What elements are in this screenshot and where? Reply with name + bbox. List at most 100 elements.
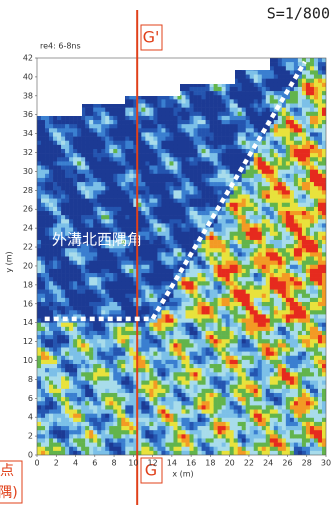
radar-cell (65, 265, 69, 269)
radar-cell (45, 414, 49, 418)
radar-cell (194, 430, 198, 434)
radar-cell (169, 314, 173, 318)
radar-cell (77, 66, 81, 70)
radar-cell (161, 91, 165, 95)
radar-cell (121, 116, 125, 120)
radar-cell (101, 91, 105, 95)
radar-cell (85, 343, 89, 347)
radar-cell (105, 302, 109, 306)
radar-cell (73, 393, 77, 397)
radar-cell (57, 323, 61, 327)
radar-cell (141, 174, 145, 178)
radar-cell (53, 277, 57, 281)
radar-cell (141, 281, 145, 285)
radar-cell (109, 66, 113, 70)
radar-cell (190, 190, 194, 194)
radar-cell (53, 261, 57, 265)
radar-cell (81, 203, 85, 207)
radar-cell (65, 410, 69, 414)
radar-cell (186, 314, 190, 318)
radar-cell (165, 335, 169, 339)
radar-cell (169, 422, 173, 426)
radar-cell (105, 174, 109, 178)
radar-cell (45, 281, 49, 285)
radar-cell (186, 385, 190, 389)
radar-cell (101, 397, 105, 401)
radar-cell (157, 112, 161, 116)
radar-cell (101, 79, 105, 83)
radar-cell (109, 376, 113, 380)
radar-cell (169, 174, 173, 178)
radar-cell (49, 393, 53, 397)
radar-cell (194, 207, 198, 211)
radar-cell (230, 215, 234, 219)
radar-cell (238, 240, 242, 244)
radar-cell (182, 335, 186, 339)
radar-cell (238, 389, 242, 393)
radar-cell (190, 120, 194, 124)
radar-cell (242, 79, 246, 83)
radar-cell (157, 443, 161, 447)
radar-cell (57, 257, 61, 261)
radar-cell (238, 228, 242, 232)
radar-cell (109, 401, 113, 405)
radar-cell (121, 223, 125, 227)
radar-cell (69, 252, 73, 256)
radar-cell (101, 277, 105, 281)
radar-cell (194, 397, 198, 401)
radar-cell (125, 294, 129, 298)
radar-cell (41, 199, 45, 203)
radar-cell (218, 285, 222, 289)
radar-cell (165, 79, 169, 83)
radar-cell (121, 347, 125, 351)
radar-cell (206, 178, 210, 182)
radar-cell (218, 451, 222, 455)
radar-cell (97, 103, 101, 107)
radar-cell (37, 161, 41, 165)
radar-cell (210, 75, 214, 79)
radar-cell (186, 306, 190, 310)
radar-cell (226, 426, 230, 430)
radar-cell (218, 137, 222, 141)
radar-cell (117, 70, 121, 74)
radar-cell (85, 145, 89, 149)
radar-cell (65, 381, 69, 385)
radar-cell (165, 194, 169, 198)
radar-cell (242, 182, 246, 186)
radar-cell (113, 257, 117, 261)
radar-cell (37, 393, 41, 397)
radar-cell (93, 223, 97, 227)
radar-cell (190, 112, 194, 116)
radar-cell (41, 153, 45, 157)
radar-cell (141, 364, 145, 368)
radar-cell (218, 178, 222, 182)
radar-cell (169, 75, 173, 79)
radar-cell (169, 385, 173, 389)
radar-cell (49, 149, 53, 153)
radar-cell (105, 211, 109, 215)
radar-cell (121, 451, 125, 455)
radar-cell (226, 66, 230, 70)
radar-cell (69, 310, 73, 314)
radar-cell (89, 157, 93, 161)
radar-cell (105, 306, 109, 310)
radar-cell (129, 327, 133, 331)
radar-cell (173, 228, 177, 232)
radar-cell (81, 281, 85, 285)
radar-cell (69, 269, 73, 273)
radar-cell (210, 141, 214, 145)
radar-cell (238, 335, 242, 339)
radar-cell (97, 347, 101, 351)
radar-cell (89, 252, 93, 256)
radar-cell (73, 434, 77, 438)
radar-cell (145, 401, 149, 405)
radar-cell (101, 290, 105, 294)
radar-cell (161, 257, 165, 261)
radar-cell (198, 323, 202, 327)
radar-cell (157, 273, 161, 277)
radar-cell (222, 401, 226, 405)
radar-cell (186, 228, 190, 232)
radar-cell (41, 368, 45, 372)
radar-cell (210, 87, 214, 91)
radar-cell (69, 174, 73, 178)
